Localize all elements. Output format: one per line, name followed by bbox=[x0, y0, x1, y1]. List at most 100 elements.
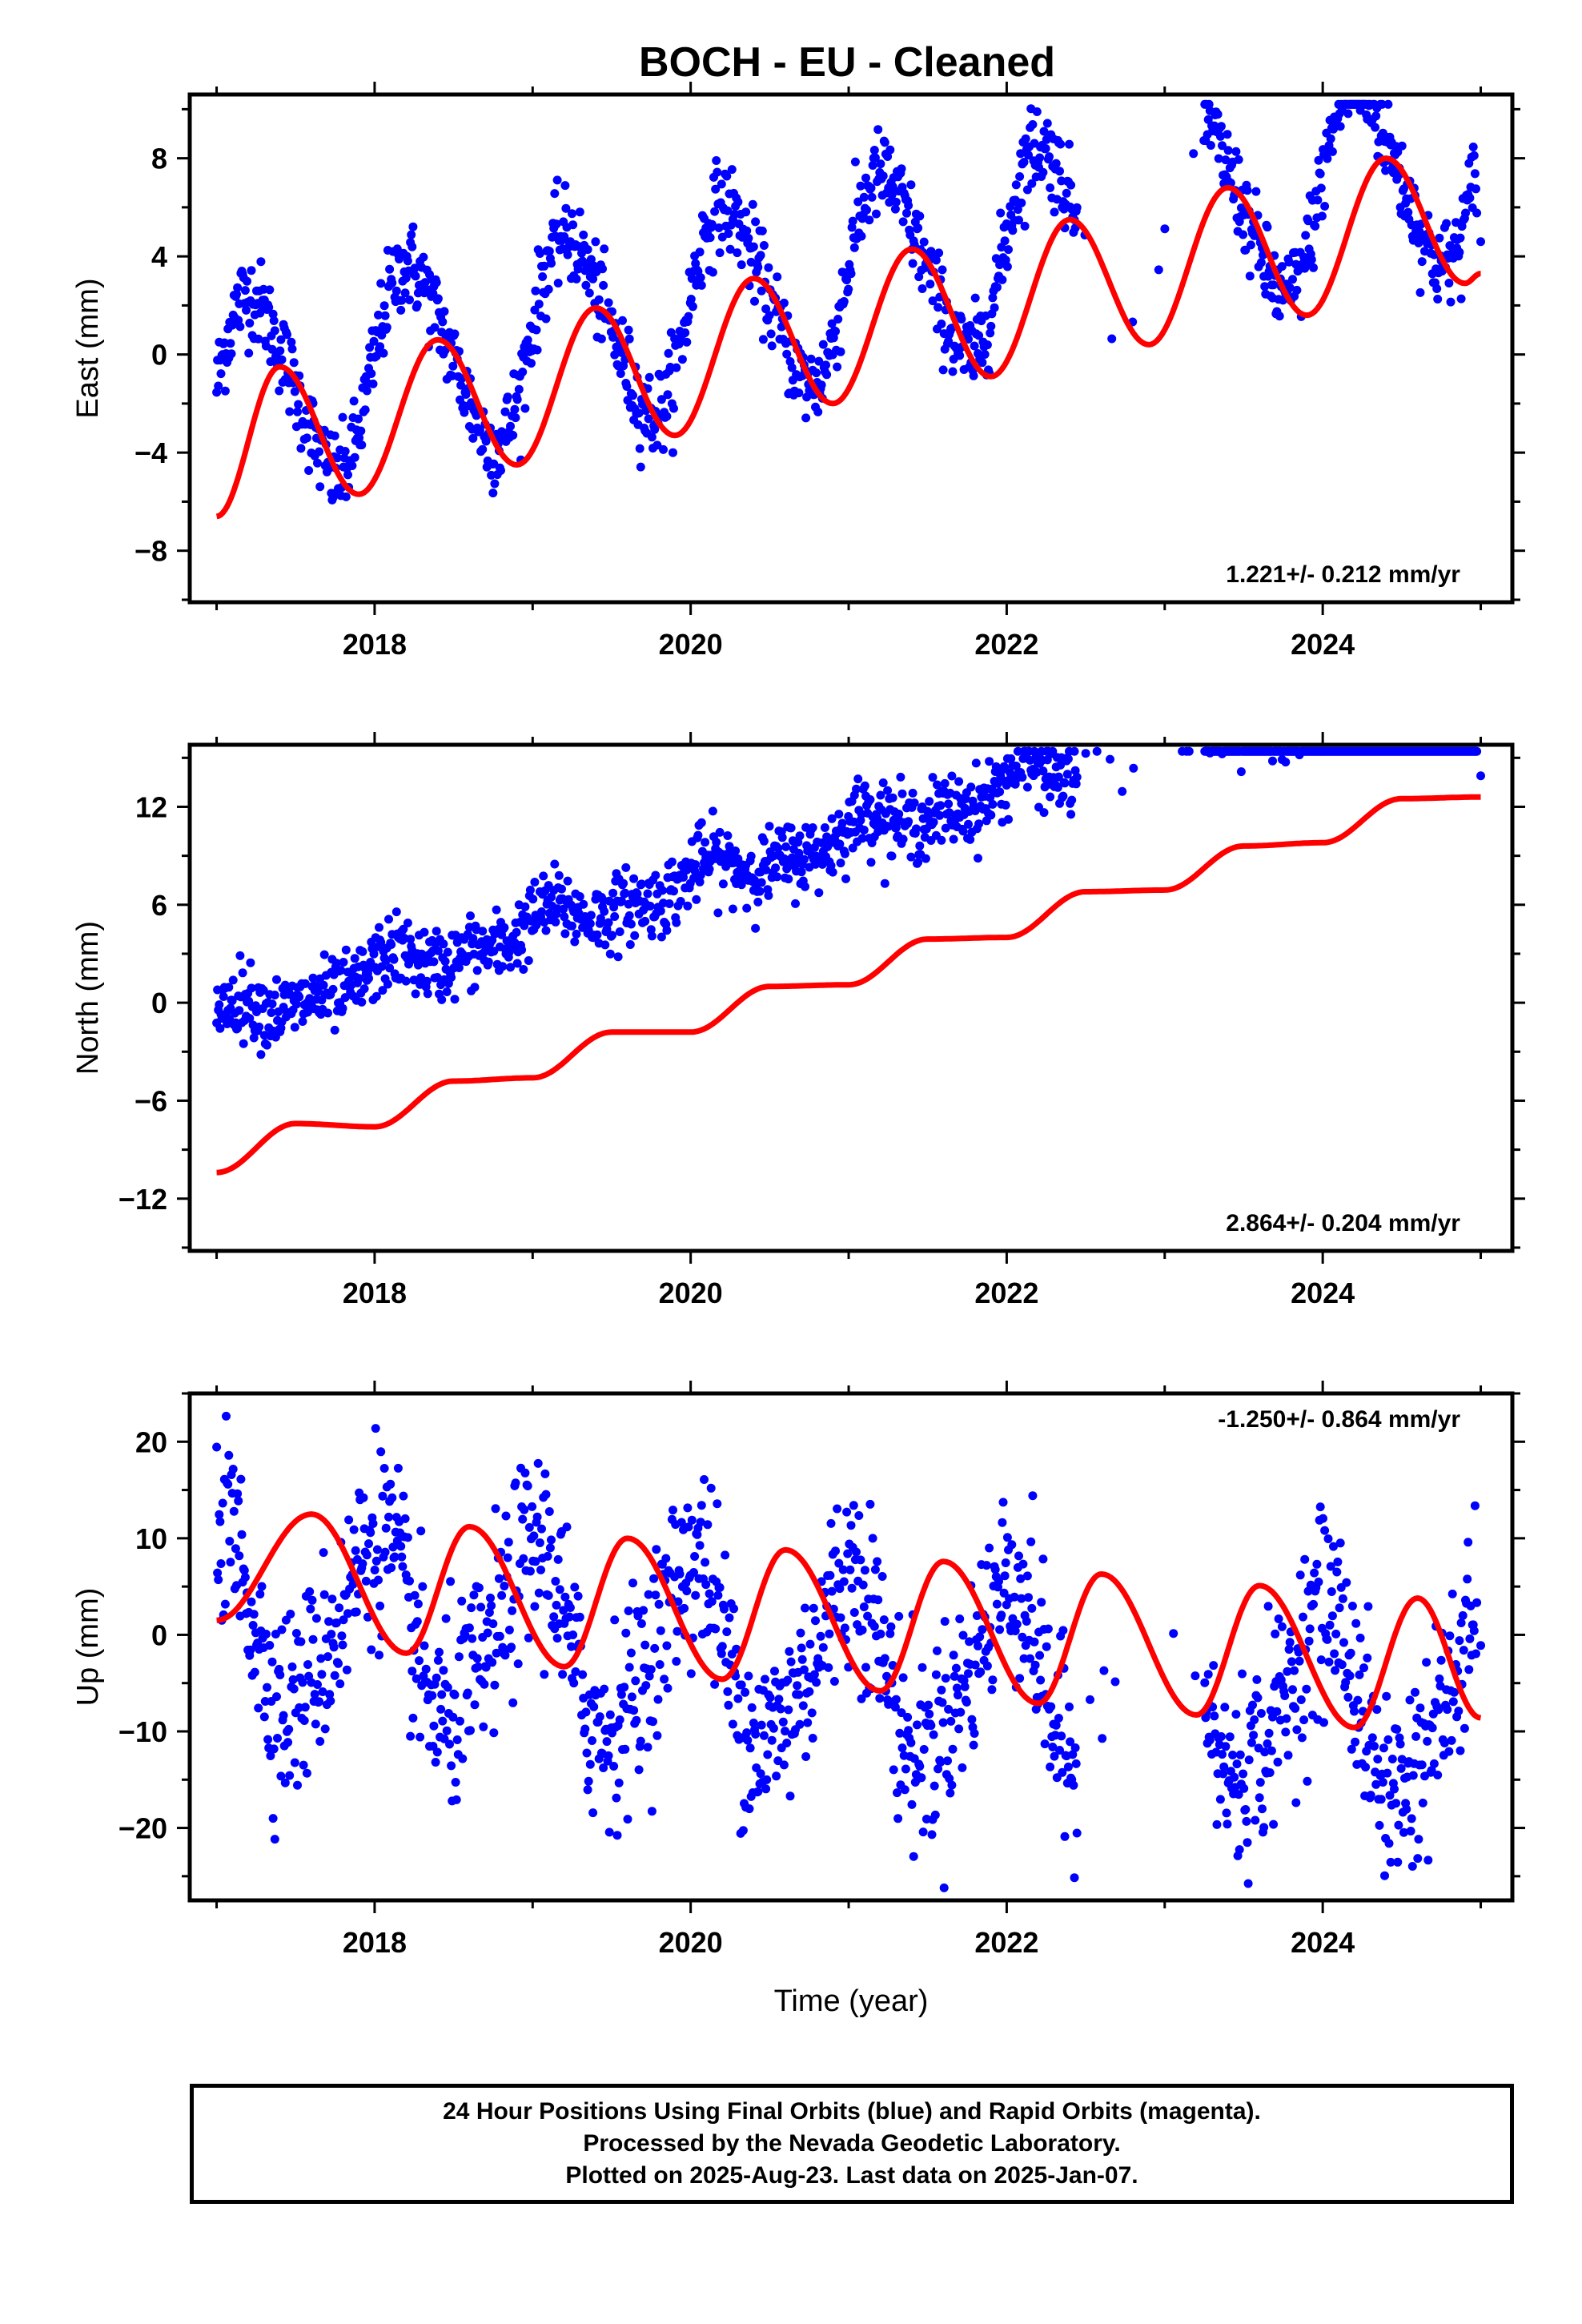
east-point-222 bbox=[405, 296, 414, 304]
east-point-718 bbox=[836, 347, 845, 356]
up-point-604 bbox=[737, 1680, 746, 1690]
up-point-416 bbox=[573, 1591, 583, 1601]
east-point-931 bbox=[1021, 134, 1030, 143]
north-point-575 bbox=[712, 838, 721, 847]
east-point-747 bbox=[861, 173, 870, 183]
east-point-362 bbox=[527, 359, 536, 368]
up-point-842 bbox=[944, 1704, 954, 1714]
north-point-26 bbox=[235, 1006, 244, 1015]
east-point-89 bbox=[289, 358, 299, 368]
up-point-315 bbox=[486, 1593, 495, 1602]
north-data-points bbox=[212, 746, 1486, 1059]
north-point-201 bbox=[387, 940, 396, 949]
up-point-1029 bbox=[1228, 1751, 1238, 1759]
up-point-962 bbox=[1048, 1743, 1058, 1751]
up-point-99 bbox=[298, 1678, 307, 1687]
up-point-118 bbox=[315, 1697, 324, 1707]
north-fit-curve bbox=[216, 794, 1481, 1176]
up-point-659 bbox=[785, 1647, 794, 1656]
up-point-412 bbox=[570, 1582, 580, 1592]
up-point-1078 bbox=[1271, 1629, 1280, 1638]
up-point-1309 bbox=[1472, 1649, 1480, 1659]
up-point-729 bbox=[845, 1565, 855, 1574]
east-point-226 bbox=[408, 222, 418, 231]
up-point-378 bbox=[540, 1469, 550, 1478]
up-point-1283 bbox=[1448, 1697, 1458, 1707]
up-point-959 bbox=[1046, 1762, 1055, 1771]
east-point-519 bbox=[663, 390, 673, 400]
north-point-676 bbox=[799, 854, 809, 864]
up-point-1176 bbox=[1355, 1633, 1365, 1642]
east-point-139 bbox=[332, 453, 342, 463]
up-point-371 bbox=[534, 1588, 544, 1598]
up-point-337 bbox=[504, 1625, 514, 1634]
east-point-1311 bbox=[1472, 208, 1482, 218]
east-point-978 bbox=[1062, 188, 1071, 198]
up-point-1173 bbox=[1353, 1695, 1363, 1705]
up-point-1164 bbox=[1345, 1671, 1355, 1681]
up-point-1118 bbox=[1305, 1624, 1315, 1634]
east-point-355 bbox=[520, 404, 530, 413]
up-point-73 bbox=[275, 1671, 285, 1679]
north-point-874 bbox=[971, 758, 981, 768]
up-point-929 bbox=[1019, 1654, 1029, 1663]
east-point-638 bbox=[766, 329, 776, 339]
east-point-576 bbox=[713, 167, 722, 177]
up-point-1117 bbox=[1304, 1636, 1314, 1646]
east-point-782 bbox=[891, 197, 901, 207]
up-point-1094 bbox=[1284, 1645, 1294, 1655]
up-point-1019 bbox=[1219, 1762, 1229, 1771]
up-point-587 bbox=[722, 1627, 732, 1637]
north-point-809 bbox=[915, 841, 925, 850]
east-point-148 bbox=[340, 447, 350, 456]
north-point-764 bbox=[876, 790, 885, 800]
up-point-209 bbox=[393, 1463, 403, 1473]
up-point-716 bbox=[834, 1558, 844, 1568]
up-point-70 bbox=[273, 1734, 282, 1743]
footer-line-1: 24 Hour Positions Using Final Orbits (bl… bbox=[443, 2098, 1261, 2125]
east-point-1279 bbox=[1444, 279, 1454, 287]
up-point-100 bbox=[299, 1760, 308, 1770]
up-point-33 bbox=[240, 1573, 250, 1582]
up-point-576 bbox=[713, 1499, 722, 1509]
up-point-1089 bbox=[1280, 1691, 1290, 1700]
north-ytick-label: −12 bbox=[118, 1183, 167, 1216]
east-point-895 bbox=[990, 303, 999, 312]
up-point-616 bbox=[747, 1703, 757, 1712]
east-point-748 bbox=[862, 205, 871, 215]
up-point-1207 bbox=[1383, 1768, 1392, 1778]
north-point-554 bbox=[693, 830, 703, 840]
up-point-366 bbox=[530, 1602, 540, 1611]
east-point-571 bbox=[708, 267, 717, 277]
east-point-341 bbox=[508, 431, 518, 440]
up-point-58 bbox=[263, 1683, 271, 1692]
north-point-562 bbox=[701, 838, 710, 847]
north-point-736 bbox=[852, 784, 861, 794]
up-point-988 bbox=[1070, 1743, 1080, 1752]
up-point-317 bbox=[488, 1658, 497, 1667]
north-point-14 bbox=[224, 983, 234, 992]
east-point-401 bbox=[560, 181, 570, 191]
up-ytick-label: 20 bbox=[135, 1425, 167, 1458]
up-point-321 bbox=[491, 1504, 500, 1514]
up-point-1291 bbox=[1456, 1746, 1465, 1755]
up-point-178 bbox=[367, 1645, 376, 1655]
up-point-1051 bbox=[1247, 1738, 1256, 1747]
up-point-449 bbox=[602, 1737, 612, 1747]
up-point-5 bbox=[216, 1559, 226, 1568]
east-point-240 bbox=[420, 278, 430, 287]
up-point-947 bbox=[1035, 1651, 1045, 1660]
up-point-482 bbox=[631, 1676, 640, 1686]
east-point-443 bbox=[596, 334, 606, 344]
east-point-546 bbox=[686, 295, 696, 304]
east-point-1308 bbox=[1469, 151, 1479, 160]
east-point-548 bbox=[688, 302, 697, 312]
up-point-252 bbox=[431, 1758, 440, 1767]
east-point-1084 bbox=[1275, 312, 1284, 321]
east-point-202 bbox=[387, 278, 397, 287]
up-point-1052 bbox=[1248, 1700, 1257, 1710]
north-point-359 bbox=[524, 956, 533, 965]
up-point-119 bbox=[315, 1737, 325, 1746]
